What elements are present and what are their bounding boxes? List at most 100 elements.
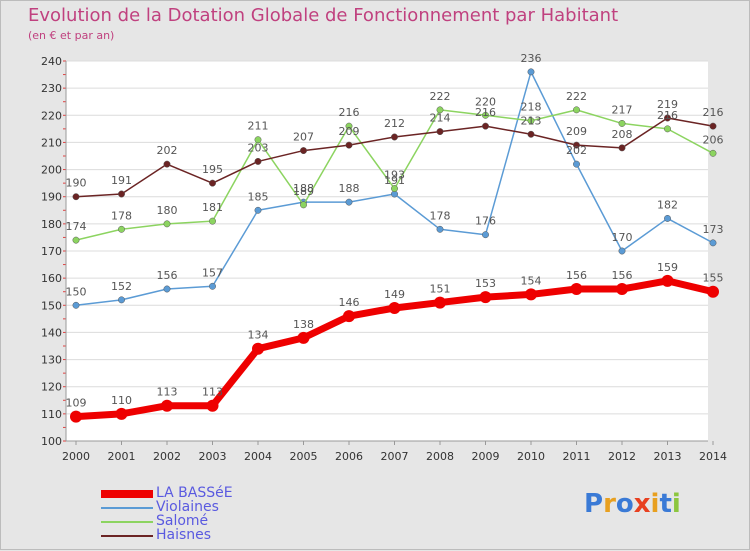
x-tick-label: 2008	[426, 450, 454, 463]
x-tick-label: 2002	[153, 450, 181, 463]
data-point	[343, 310, 355, 323]
x-tick-label: 2013	[654, 450, 682, 463]
data-point	[573, 141, 580, 149]
x-tick-label: 2005	[290, 450, 318, 463]
data-point	[479, 291, 492, 304]
data-point	[345, 141, 353, 149]
data-point	[163, 160, 171, 168]
legend-swatch	[101, 490, 153, 498]
data-label: 202	[566, 144, 587, 157]
data-point	[482, 231, 489, 239]
data-point	[300, 201, 307, 209]
y-tick-label: 160	[41, 272, 62, 285]
x-tick-label: 2000	[62, 450, 90, 463]
data-point	[482, 111, 489, 119]
data-point	[573, 160, 580, 168]
data-point	[707, 285, 719, 298]
data-label: 188	[339, 182, 360, 195]
legend-swatch	[101, 521, 153, 523]
data-point	[209, 282, 216, 290]
data-point	[345, 198, 353, 206]
data-point	[118, 225, 125, 233]
y-tick-label: 200	[41, 164, 62, 177]
data-label: 214	[430, 112, 451, 125]
data-point	[252, 342, 264, 355]
data-label: 195	[202, 163, 223, 176]
data-label: 217	[612, 103, 633, 116]
data-label: 174	[66, 220, 87, 233]
data-label: 222	[430, 90, 451, 103]
data-point	[300, 147, 307, 155]
data-point	[70, 410, 82, 423]
logo-letter: o	[615, 489, 634, 519]
y-tick-label: 110	[41, 408, 62, 421]
data-point	[664, 125, 671, 133]
y-tick-label: 170	[41, 245, 62, 258]
logo-letter: x	[633, 489, 651, 519]
data-label: 190	[66, 177, 87, 190]
logo-letter: r	[603, 489, 616, 519]
legend-label: Violaines	[156, 499, 219, 515]
data-label: 203	[248, 141, 269, 154]
y-tick-label: 220	[41, 109, 62, 122]
data-label: 159	[657, 261, 678, 274]
data-point	[616, 283, 628, 295]
y-tick-label: 140	[41, 326, 62, 339]
data-label: 213	[521, 114, 542, 127]
data-point	[618, 119, 626, 127]
data-point	[297, 331, 310, 344]
data-point	[254, 136, 262, 144]
data-point	[118, 190, 125, 198]
data-point	[163, 285, 171, 293]
y-tick-label: 240	[41, 55, 62, 68]
x-tick-label: 2003	[199, 450, 227, 463]
legend-label: Salomé	[156, 513, 209, 529]
data-label: 180	[157, 204, 178, 217]
data-label: 134	[248, 329, 269, 342]
data-label: 138	[293, 318, 314, 331]
logo-letter: P	[584, 489, 604, 519]
data-label: 109	[66, 397, 87, 410]
data-label: 218	[521, 101, 542, 114]
data-label: 157	[202, 266, 223, 279]
data-point	[209, 179, 216, 187]
legend-swatch	[101, 507, 153, 509]
data-point	[573, 106, 580, 114]
data-label: 216	[657, 109, 678, 122]
data-point	[391, 185, 398, 193]
logo-letter: i	[671, 489, 681, 519]
data-label: 149	[384, 288, 405, 301]
data-label: 113	[202, 386, 223, 399]
data-label: 156	[566, 269, 587, 282]
data-point	[664, 114, 671, 122]
data-label: 176	[475, 215, 496, 228]
data-label: 178	[430, 209, 451, 222]
legend-swatch	[101, 535, 153, 537]
data-label: 156	[157, 269, 178, 282]
x-tick-label: 2014	[699, 450, 727, 463]
data-label: 216	[475, 106, 496, 119]
data-label: 206	[703, 133, 724, 146]
data-point	[618, 247, 626, 255]
data-label: 156	[612, 269, 633, 282]
data-point	[709, 149, 717, 157]
data-point	[72, 193, 80, 201]
x-tick-label: 2012	[608, 450, 636, 463]
data-label: 222	[566, 90, 587, 103]
logo-letter: t	[659, 489, 672, 519]
data-point	[209, 217, 216, 225]
data-label: 113	[157, 386, 178, 399]
data-point	[527, 68, 535, 76]
y-tick-label: 180	[41, 218, 62, 231]
x-tick-label: 2010	[517, 450, 545, 463]
data-point	[254, 206, 262, 214]
x-tick-label: 2001	[108, 450, 136, 463]
x-tick-label: 2007	[381, 450, 409, 463]
data-label: 188	[293, 182, 314, 195]
data-point	[436, 106, 444, 114]
y-tick-label: 150	[41, 299, 62, 312]
data-point	[161, 399, 173, 412]
data-label: 154	[521, 274, 542, 287]
chart-subtitle: (en € et par an)	[28, 29, 115, 42]
data-point	[527, 130, 535, 138]
